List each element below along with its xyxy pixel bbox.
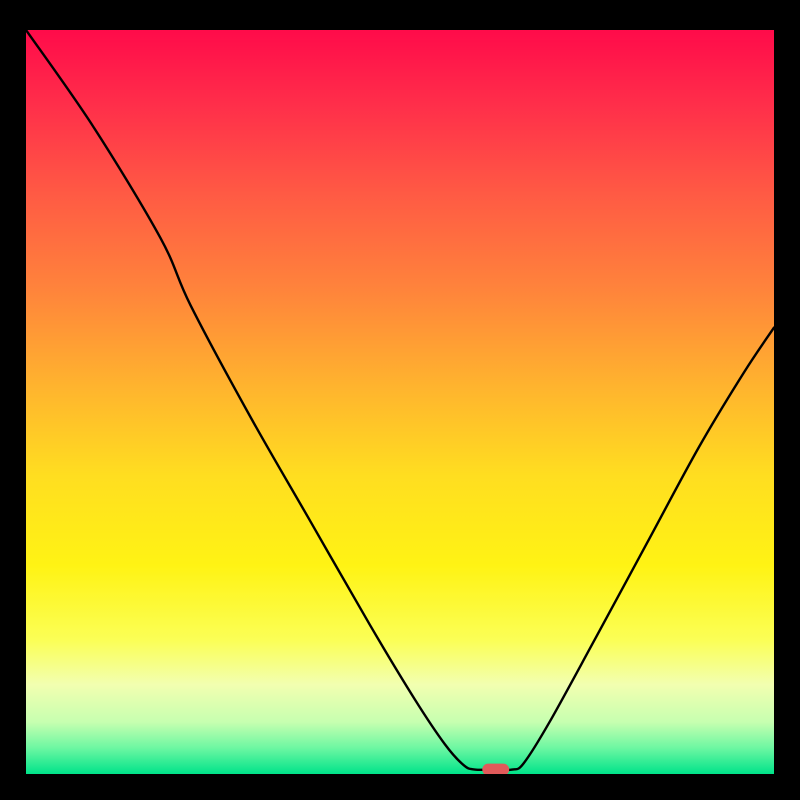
chart-stage: TheBottleneck.com	[0, 0, 800, 800]
optimal-point-marker	[482, 764, 509, 776]
gradient-background	[26, 30, 774, 774]
bottleneck-chart	[0, 0, 800, 800]
